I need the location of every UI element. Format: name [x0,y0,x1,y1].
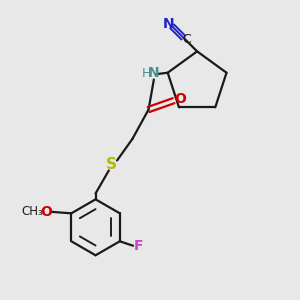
Text: N: N [148,66,160,80]
Text: O: O [174,92,186,106]
Text: O: O [40,205,52,219]
Text: H: H [142,67,151,80]
Text: F: F [134,239,144,253]
Text: C: C [182,33,191,46]
Text: N: N [163,17,174,31]
Text: CH₃: CH₃ [21,205,43,218]
Text: S: S [106,157,117,172]
